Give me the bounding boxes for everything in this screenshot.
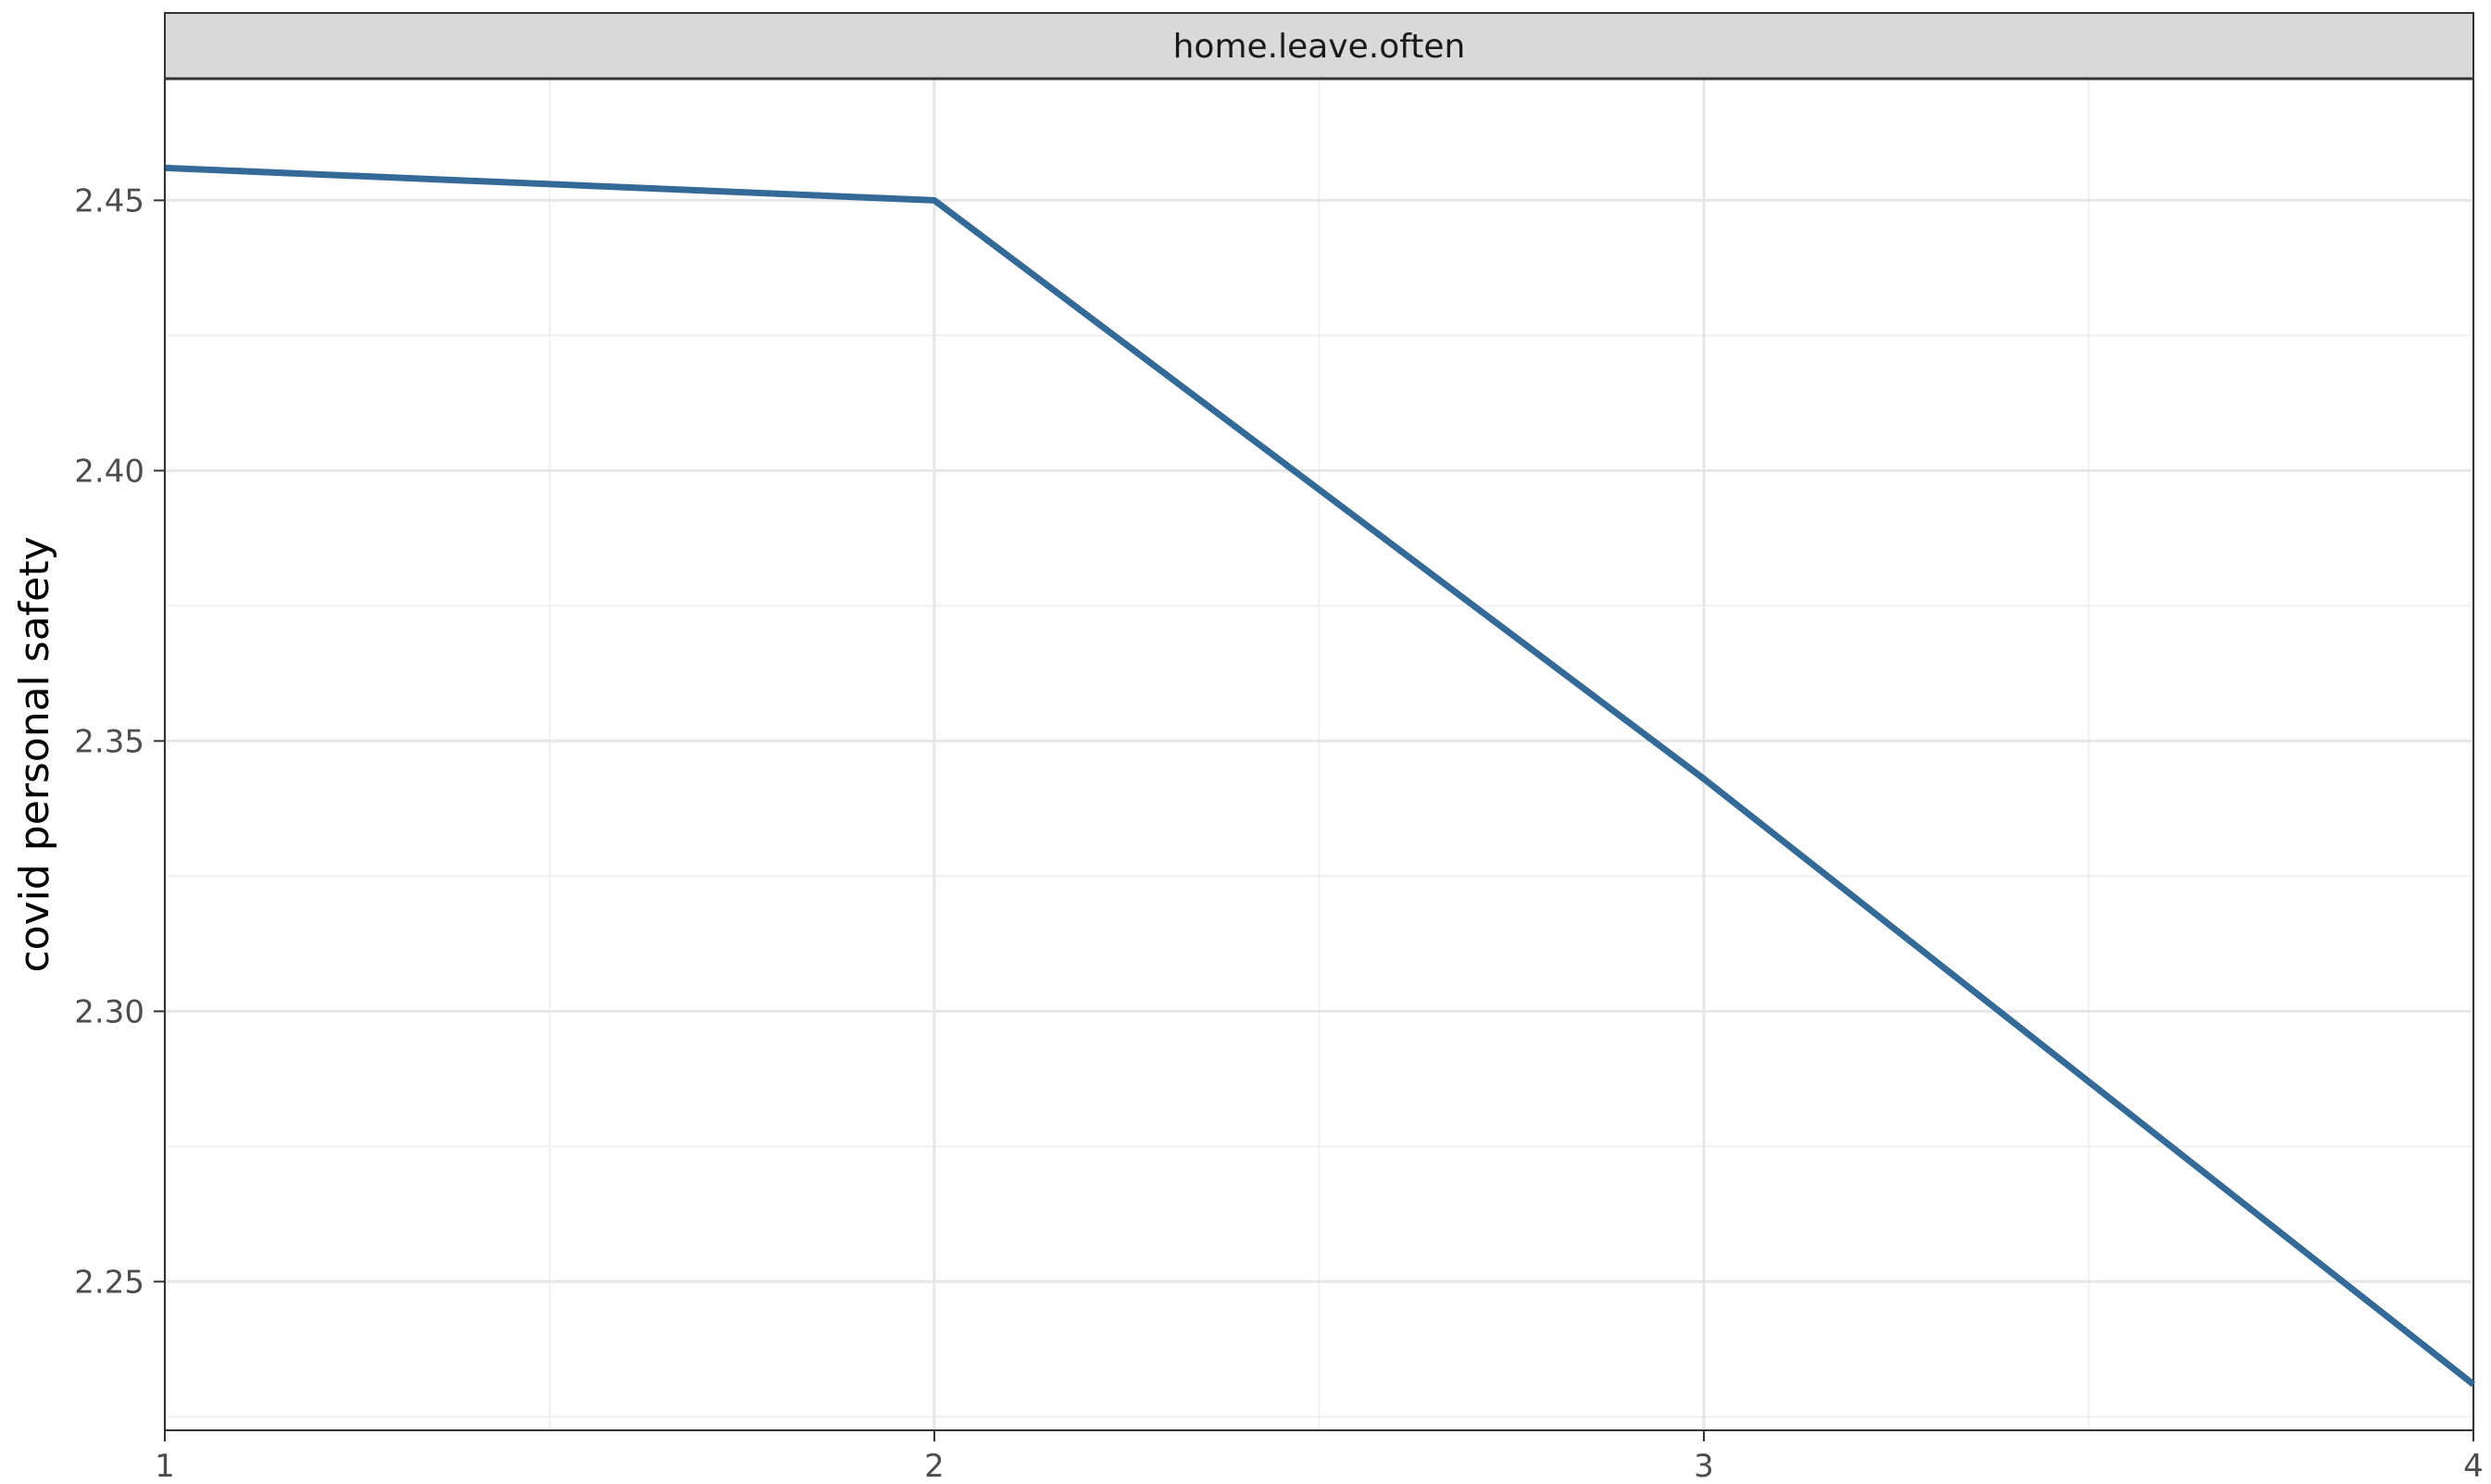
series-layer bbox=[164, 164, 2476, 1388]
y-tick-label: 2.35 bbox=[74, 723, 144, 760]
series-line bbox=[164, 164, 2476, 1388]
y-tick-label: 2.30 bbox=[74, 993, 144, 1030]
x-tick-label: 1 bbox=[155, 1448, 175, 1484]
y-tick-label: 2.45 bbox=[74, 182, 144, 219]
y-axis-title: covid personal safety bbox=[11, 536, 58, 972]
x-tick-label: 2 bbox=[924, 1448, 945, 1484]
x-axis: 1 2 3 4 bbox=[155, 1429, 2484, 1484]
facet-label: home.leave.often bbox=[1173, 28, 1466, 66]
y-tick-label: 2.25 bbox=[74, 1264, 144, 1301]
x-tick-label: 3 bbox=[1694, 1448, 1714, 1484]
facet-strip bbox=[164, 12, 2474, 80]
grid bbox=[163, 79, 2475, 1430]
x-tick-label: 4 bbox=[2463, 1448, 2484, 1484]
y-tick-label: 2.40 bbox=[74, 453, 144, 490]
y-axis: 2.25 2.30 2.35 2.40 2.45 bbox=[74, 79, 166, 1430]
